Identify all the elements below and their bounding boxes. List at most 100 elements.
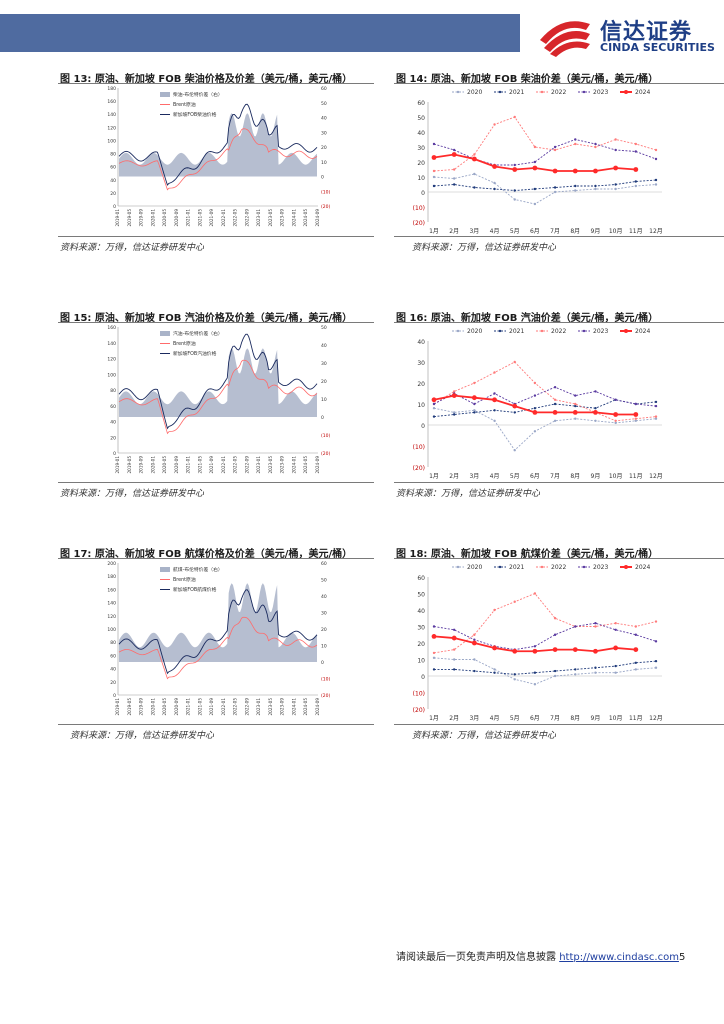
x-tick-label: 2019-05 (127, 209, 132, 227)
right-tick-label: (20) (321, 204, 330, 210)
header-band (0, 14, 520, 52)
x-tick-label: 12月 (649, 473, 663, 480)
figure-14-source: 资料来源：万得，信达证券研发中心 (412, 243, 557, 253)
data-point-2020 (553, 674, 557, 678)
left-tick-label: 100 (107, 138, 116, 144)
x-tick-label: 1月 (429, 473, 439, 480)
data-point-2022 (452, 648, 456, 651)
left-tick-label: 180 (107, 574, 116, 580)
page-number: 5 (678, 952, 686, 963)
figure-17-rule (58, 558, 374, 559)
data-point-2020 (452, 177, 456, 180)
data-point-2021 (553, 669, 557, 673)
left-tick-label: 20 (110, 435, 116, 441)
figure-18-chart: 60 50 40 30 20 10 0 (10) (20) 1月 2月 3月 4月 5月 6月 7月 8月 9月 1… (413, 564, 663, 722)
right-tick-label: 10 (321, 644, 327, 650)
figure-17-source: 资料来源：万得，信达证券研发中心 (70, 731, 215, 741)
x-tick-label: 10月 (609, 473, 623, 480)
product-price-line (118, 589, 318, 675)
right-tick-label: 20 (321, 145, 327, 151)
data-point-2020 (614, 187, 617, 191)
data-point-2024 (633, 647, 639, 652)
data-point-2022 (493, 123, 496, 126)
x-tick-label: 2024-05 (303, 456, 308, 474)
data-point-2021 (452, 668, 456, 671)
left-tick-label: 40 (110, 178, 116, 184)
figure-15-bottom-rule (58, 482, 374, 483)
data-point-2021 (634, 661, 638, 664)
data-point-2023 (654, 640, 658, 643)
y-tick-label: (20) (413, 465, 425, 472)
legend-label: 新加坡FOB航煤价格 (173, 586, 217, 593)
x-tick-label: 2021-01 (186, 456, 191, 474)
data-point-2023 (634, 150, 638, 153)
figure-15-chart: 16014012010080604020050403020100(10)(20)… (107, 325, 330, 474)
series-line-2020 (433, 407, 657, 451)
data-point-2022 (452, 390, 456, 393)
x-tick-label: 8月 (570, 715, 580, 722)
data-point-2024 (471, 156, 477, 162)
right-tick-label: 30 (321, 611, 327, 617)
data-point-2024 (572, 168, 578, 174)
right-tick-label: 30 (321, 130, 327, 136)
data-point-2022 (452, 168, 456, 171)
data-point-2023 (432, 402, 436, 406)
legend-label: 2023 (593, 328, 608, 335)
y-tick-label: 60 (417, 575, 425, 582)
left-tick-label: 140 (107, 601, 116, 607)
x-tick-label: 9月 (591, 228, 601, 235)
data-point-2020 (614, 421, 617, 425)
y-tick-label: 60 (417, 100, 425, 107)
x-tick-label: 2023-01 (256, 209, 261, 227)
data-point-2021 (493, 671, 496, 674)
x-tick-label: 2023-01 (256, 698, 261, 716)
spread-area (119, 348, 317, 417)
left-tick-label: 80 (110, 388, 116, 394)
data-point-2024 (451, 635, 457, 641)
x-tick-label: 2019-09 (139, 209, 144, 227)
x-tick-label: 2024-01 (291, 209, 296, 227)
data-point-2021 (473, 411, 476, 414)
y-tick-label: 10 (417, 658, 425, 665)
data-point-2020 (614, 671, 617, 674)
x-tick-label: 2023-05 (268, 209, 273, 227)
data-point-2022 (614, 419, 617, 422)
y-tick-label: (20) (413, 707, 425, 714)
figure-15-title: 图 15: 原油、新加坡 FOB 汽油价格及价差（美元/桶，美元/桶） (60, 313, 353, 324)
x-tick-label: 2021-01 (186, 698, 191, 716)
left-tick-label: 40 (110, 420, 116, 426)
x-tick-label: 8月 (570, 228, 580, 235)
footer-website-link[interactable]: http://www.cindasc.com (559, 952, 679, 963)
y-tick-label: 50 (417, 592, 425, 599)
legend-marker (456, 90, 460, 94)
data-point-2023 (553, 145, 557, 149)
legend-swatch (160, 331, 170, 336)
data-point-2022 (574, 142, 577, 146)
data-point-2024 (613, 645, 619, 651)
x-tick-label: 2023-05 (268, 698, 273, 716)
data-point-2022 (432, 651, 436, 655)
series-line-2021 (433, 179, 657, 191)
data-point-2022 (533, 592, 537, 595)
data-point-2022 (513, 115, 516, 119)
left-tick-label: 80 (110, 640, 116, 646)
x-tick-label: 2024-05 (303, 698, 308, 716)
right-tick-label: 10 (321, 160, 327, 166)
data-point-2021 (654, 178, 658, 182)
data-point-2020 (574, 417, 577, 420)
data-point-2021 (513, 411, 516, 414)
x-tick-label: 4月 (490, 473, 500, 480)
data-point-2023 (594, 622, 597, 625)
x-tick-label: 9月 (591, 715, 601, 722)
left-tick-label: 120 (107, 614, 116, 620)
data-point-2023 (533, 160, 537, 164)
data-point-2021 (553, 402, 557, 406)
data-point-2023 (553, 386, 557, 389)
left-tick-label: 180 (107, 86, 116, 92)
data-point-2024 (633, 167, 639, 172)
data-point-2024 (572, 647, 578, 652)
x-tick-label: 2024-09 (315, 698, 320, 716)
series-line-2021 (433, 399, 657, 418)
data-point-2023 (634, 633, 638, 636)
legend-marker (624, 329, 628, 333)
